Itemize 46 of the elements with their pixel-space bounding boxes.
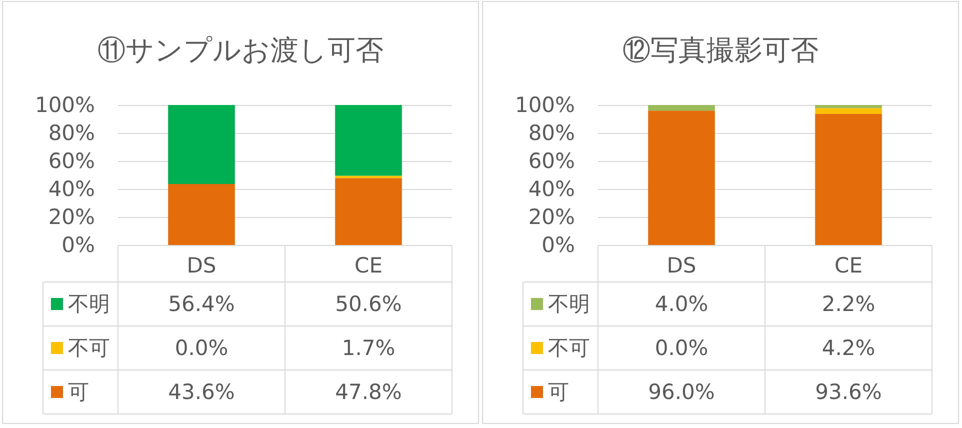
bar [815,108,882,114]
y-tick-label: 0% [62,233,95,257]
bar [815,105,882,108]
bar [815,114,882,245]
legend-label: 不明 [68,292,110,316]
y-tick-label: 80% [48,121,95,145]
legend-label: 可 [68,380,89,404]
data-label: 2.2% [822,292,876,316]
data-label: 43.6% [168,380,235,404]
bar [335,178,402,245]
y-tick-label: 80% [528,121,575,145]
y-tick-label: 40% [48,177,95,201]
y-tick-label: 0% [542,233,575,257]
data-label: 47.8% [335,380,402,404]
data-label: 56.4% [168,292,235,316]
bar [335,105,402,176]
legend-label: 不明 [548,292,590,316]
x-tick-label: DS [666,254,696,278]
x-tick-label: CE [834,254,862,278]
bar [648,105,715,111]
x-tick-label: CE [354,254,382,278]
bar [168,184,235,245]
legend-label: 不可 [548,336,590,360]
chart-title: ⑪サンプルお渡し可否 [98,34,384,66]
y-tick-label: 60% [528,149,575,173]
bar [335,176,402,178]
bar [168,105,235,184]
y-tick-label: 20% [528,205,575,229]
chart-title: ⑫写真撮影可否 [622,34,818,66]
data-label: 1.7% [342,336,396,360]
legend-label: 可 [548,380,569,404]
y-tick-label: 60% [48,149,95,173]
legend-label: 不可 [68,336,110,360]
bar [648,110,715,245]
x-tick-label: DS [186,254,216,278]
data-label: 0.0% [174,336,228,360]
data-label: 4.0% [654,292,708,316]
y-tick-label: 20% [48,205,95,229]
data-label: 0.0% [654,336,708,360]
data-label: 93.6% [815,380,882,404]
y-tick-label: 40% [528,177,575,201]
data-label: 96.0% [648,380,715,404]
y-tick-label: 100% [514,93,575,117]
y-tick-label: 100% [34,93,95,117]
data-label: 50.6% [335,292,402,316]
data-label: 4.2% [822,336,876,360]
